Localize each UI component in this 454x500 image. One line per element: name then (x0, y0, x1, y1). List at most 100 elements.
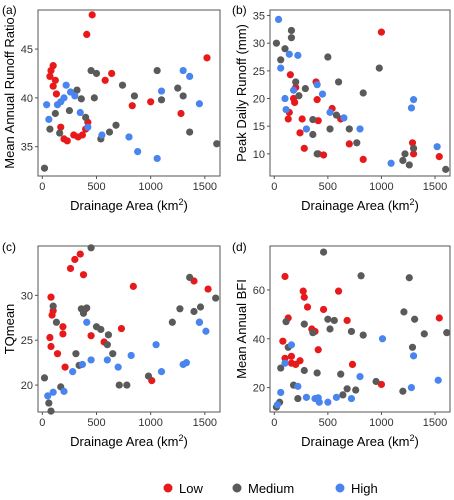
point-high (313, 81, 321, 89)
point-medium (83, 304, 91, 312)
point-medium (442, 165, 450, 173)
point-medium (144, 372, 153, 380)
point-low (79, 271, 88, 279)
panel-label: (d) (232, 240, 247, 254)
point-medium (212, 294, 220, 302)
x-axis-title-suffix: ) (184, 434, 188, 449)
point-high (179, 66, 187, 75)
point-high (202, 327, 210, 335)
x-tick-label: 1500 (193, 181, 217, 193)
x-axis-title-suffix: ) (184, 198, 188, 213)
point-low (296, 357, 304, 365)
point-medium (186, 273, 194, 282)
point-low (128, 102, 136, 110)
point-low (204, 285, 212, 293)
point-medium (409, 144, 418, 152)
point-medium (313, 369, 321, 377)
point-low (76, 250, 84, 258)
point-high (407, 383, 416, 392)
point-medium (40, 164, 49, 172)
point-medium (179, 92, 187, 100)
point-medium (300, 366, 308, 375)
point-low (313, 96, 321, 104)
x-tick-label: 500 (319, 417, 337, 429)
point-high (60, 387, 68, 395)
x-tick-label: 0 (39, 417, 45, 429)
point-medium (347, 327, 356, 336)
point-medium (103, 341, 111, 349)
point-medium (281, 45, 289, 53)
point-high (387, 159, 395, 167)
point-high (434, 376, 442, 384)
point-high (127, 351, 135, 360)
point-low (47, 66, 55, 75)
point-medium (40, 374, 49, 382)
point-high (71, 92, 79, 100)
point-low (177, 109, 185, 118)
point-medium (359, 331, 367, 339)
point-low (47, 293, 55, 301)
point-medium (47, 407, 55, 415)
point-medium (313, 150, 321, 158)
point-low (117, 324, 126, 333)
point-medium (77, 95, 85, 103)
point-medium (301, 84, 309, 93)
point-high (195, 318, 204, 326)
point-medium (45, 399, 53, 407)
point-medium (295, 92, 303, 100)
point-medium (353, 139, 361, 147)
point-low (48, 311, 56, 319)
point-low (298, 115, 306, 123)
y-axis-title: Peak Daily Runoff (mm) (234, 24, 249, 162)
point-high (83, 318, 91, 326)
point-high (84, 123, 92, 131)
point-high (43, 101, 51, 109)
point-medium (326, 325, 334, 333)
x-tick-label: 1500 (423, 417, 447, 429)
point-high (302, 125, 311, 133)
point-medium (196, 303, 205, 311)
point-low (71, 255, 79, 264)
y-tick-label: 40 (253, 334, 265, 346)
point-medium (79, 309, 88, 317)
point-high (87, 356, 95, 364)
point-high (153, 154, 161, 163)
point-medium (405, 274, 413, 282)
point-low (46, 72, 54, 80)
point-low (377, 28, 386, 36)
point-medium (287, 26, 296, 35)
point-low (281, 272, 289, 281)
x-tick-label: 500 (87, 181, 105, 193)
point-medium (408, 343, 417, 351)
point-medium (357, 272, 365, 280)
point-low (300, 293, 308, 301)
point-low (377, 380, 386, 389)
point-high (114, 363, 122, 371)
point-high (60, 94, 68, 102)
point-low (287, 352, 296, 360)
point-low (286, 71, 294, 79)
point-high (318, 90, 327, 98)
point-high (332, 393, 341, 401)
point-medium (352, 386, 360, 394)
point-medium (112, 121, 120, 129)
x-tick-label: 0 (39, 181, 45, 193)
point-low (359, 155, 367, 163)
point-medium (294, 394, 302, 403)
point-medium (292, 78, 300, 86)
point-low (345, 140, 353, 148)
point-medium (343, 385, 351, 393)
y-tick-label: 30 (21, 290, 33, 302)
point-high (62, 81, 70, 89)
point-high (152, 341, 160, 349)
y-tick-label: 35 (253, 11, 265, 23)
point-high (157, 368, 166, 376)
point-high (294, 51, 302, 59)
panel-label: (a) (2, 3, 17, 17)
x-axis-title: Drainage Area (km2) (70, 197, 188, 213)
point-low (319, 151, 328, 159)
point-medium (72, 350, 80, 358)
point-medium (65, 106, 74, 115)
point-high (78, 360, 87, 369)
